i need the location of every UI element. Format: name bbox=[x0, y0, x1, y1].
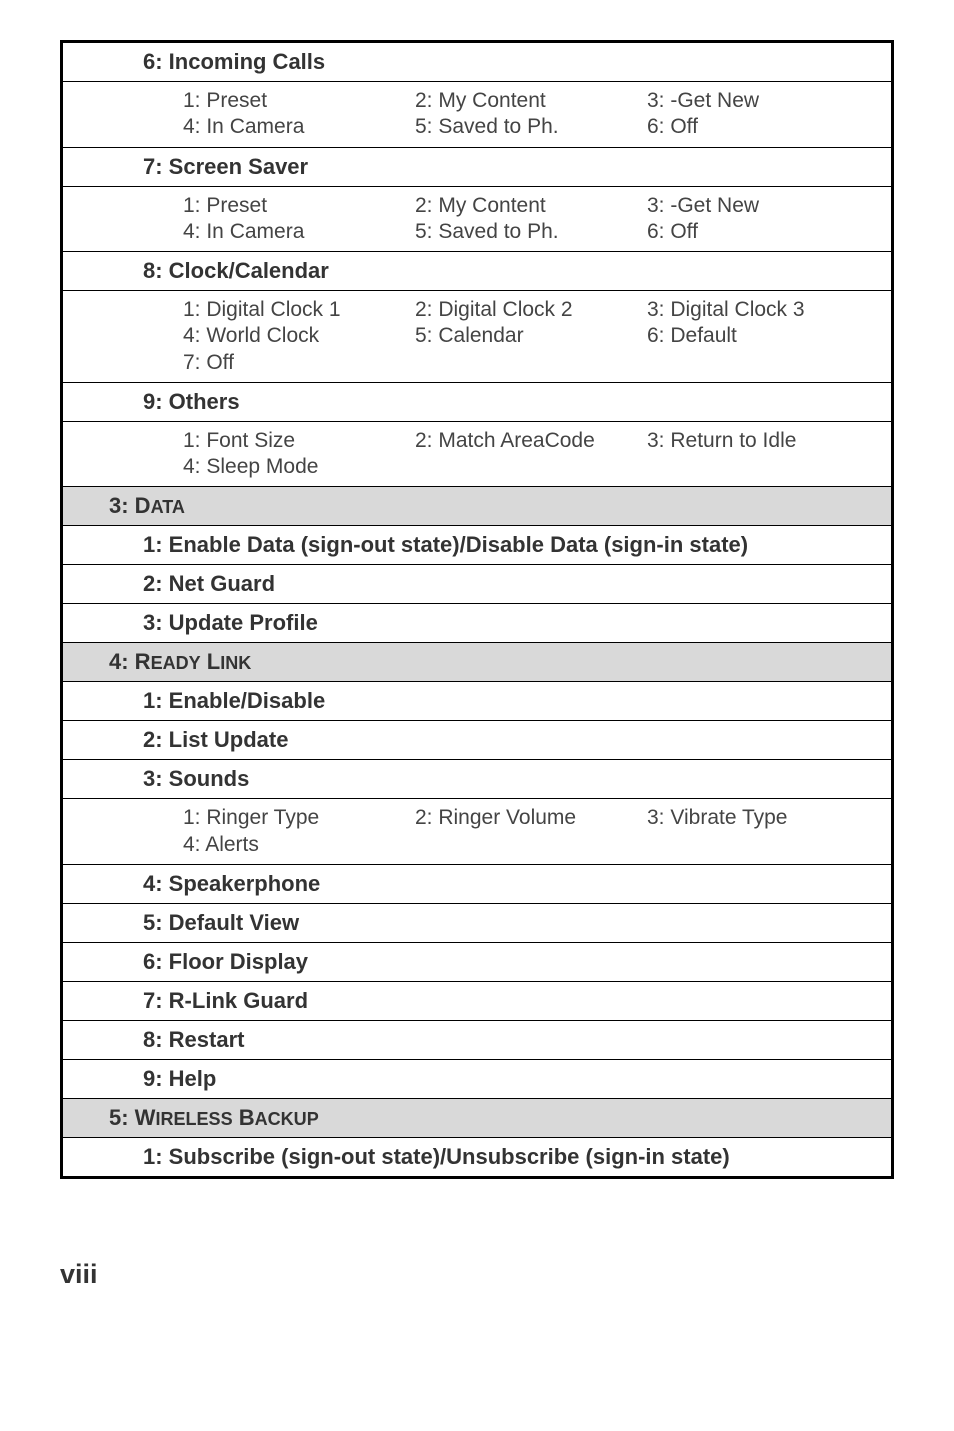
section-wireless_backup: 5: Wireless Backup bbox=[63, 1098, 891, 1137]
section-data: 3: Data bbox=[63, 486, 891, 525]
subsection-restart: 8: Restart bbox=[63, 1020, 891, 1059]
menu-item: 5: Saved to Ph. bbox=[415, 219, 647, 245]
menu-item: 2: Digital Clock 2 bbox=[415, 297, 647, 323]
menu-item: 1: Font Size bbox=[183, 428, 415, 454]
menu-item: 2: Match AreaCode bbox=[415, 428, 647, 454]
page-number: viii bbox=[60, 1259, 894, 1290]
menu-item: 3: -Get New bbox=[647, 88, 879, 114]
subsection-subscribe: 1: Subscribe (sign-out state)/Unsubscrib… bbox=[63, 1137, 891, 1176]
item-col: 1: Preset4: In Camera bbox=[63, 193, 415, 246]
subsection-floor_display: 6: Floor Display bbox=[63, 942, 891, 981]
item-row: 1: Ringer Type4: Alerts2: Ringer Volume3… bbox=[63, 798, 891, 864]
menu-item: 5: Saved to Ph. bbox=[415, 114, 647, 140]
item-col: 3: Return to Idle bbox=[647, 428, 879, 481]
menu-item: 1: Preset bbox=[183, 88, 415, 114]
item-col: 1: Font Size4: Sleep Mode bbox=[63, 428, 415, 481]
item-col: 2: My Content5: Saved to Ph. bbox=[415, 88, 647, 141]
menu-item: 6: Off bbox=[647, 114, 879, 140]
item-col: 1: Ringer Type4: Alerts bbox=[63, 805, 415, 858]
subsection-others: 9: Others bbox=[63, 382, 891, 421]
menu-item: 1: Preset bbox=[183, 193, 415, 219]
menu-item: 7: Off bbox=[183, 350, 415, 376]
item-col: 1: Preset4: In Camera bbox=[63, 88, 415, 141]
menu-table: 6: Incoming Calls1: Preset4: In Camera2:… bbox=[60, 40, 894, 1179]
section-ready_link: 4: Ready Link bbox=[63, 642, 891, 681]
subsection-help: 9: Help bbox=[63, 1059, 891, 1098]
menu-item: 4: World Clock bbox=[183, 323, 415, 349]
item-col: 3: Digital Clock 36: Default bbox=[647, 297, 879, 376]
menu-item: 3: Digital Clock 3 bbox=[647, 297, 879, 323]
item-col: 2: Ringer Volume bbox=[415, 805, 647, 858]
subsection-enable_disable: 1: Enable/Disable bbox=[63, 681, 891, 720]
item-col: 2: My Content5: Saved to Ph. bbox=[415, 193, 647, 246]
subsection-clock_calendar: 8: Clock/Calendar bbox=[63, 251, 891, 290]
item-col: 2: Digital Clock 25: Calendar bbox=[415, 297, 647, 376]
subsection-rlink_guard: 7: R-Link Guard bbox=[63, 981, 891, 1020]
item-col: 3: -Get New6: Off bbox=[647, 193, 879, 246]
item-col: 3: -Get New6: Off bbox=[647, 88, 879, 141]
menu-item: 2: My Content bbox=[415, 193, 647, 219]
subsection-enable_data: 1: Enable Data (sign-out state)/Disable … bbox=[63, 525, 891, 564]
menu-item: 4: Alerts bbox=[183, 832, 415, 858]
subsection-list_update: 2: List Update bbox=[63, 720, 891, 759]
item-col: 1: Digital Clock 14: World Clock7: Off bbox=[63, 297, 415, 376]
item-col: 3: Vibrate Type bbox=[647, 805, 879, 858]
subsection-sounds: 3: Sounds bbox=[63, 759, 891, 798]
menu-item: 6: Default bbox=[647, 323, 879, 349]
item-row: 1: Preset4: In Camera2: My Content5: Sav… bbox=[63, 81, 891, 147]
menu-item: 3: -Get New bbox=[647, 193, 879, 219]
subsection-speakerphone: 4: Speakerphone bbox=[63, 864, 891, 903]
subsection-net_guard: 2: Net Guard bbox=[63, 564, 891, 603]
menu-item: 4: In Camera bbox=[183, 219, 415, 245]
subsection-incoming_calls: 6: Incoming Calls bbox=[63, 43, 891, 81]
subsection-screen_saver: 7: Screen Saver bbox=[63, 147, 891, 186]
item-row: 1: Preset4: In Camera2: My Content5: Sav… bbox=[63, 186, 891, 252]
menu-item: 4: Sleep Mode bbox=[183, 454, 415, 480]
menu-item: 1: Digital Clock 1 bbox=[183, 297, 415, 323]
item-col: 2: Match AreaCode bbox=[415, 428, 647, 481]
menu-item: 4: In Camera bbox=[183, 114, 415, 140]
menu-item: 5: Calendar bbox=[415, 323, 647, 349]
menu-item: 6: Off bbox=[647, 219, 879, 245]
subsection-update_profile: 3: Update Profile bbox=[63, 603, 891, 642]
menu-item: 2: My Content bbox=[415, 88, 647, 114]
menu-item: 3: Vibrate Type bbox=[647, 805, 879, 831]
item-row: 1: Font Size4: Sleep Mode2: Match AreaCo… bbox=[63, 421, 891, 487]
menu-item: 3: Return to Idle bbox=[647, 428, 879, 454]
menu-item: 2: Ringer Volume bbox=[415, 805, 647, 831]
menu-item: 1: Ringer Type bbox=[183, 805, 415, 831]
item-row: 1: Digital Clock 14: World Clock7: Off2:… bbox=[63, 290, 891, 382]
subsection-default_view: 5: Default View bbox=[63, 903, 891, 942]
